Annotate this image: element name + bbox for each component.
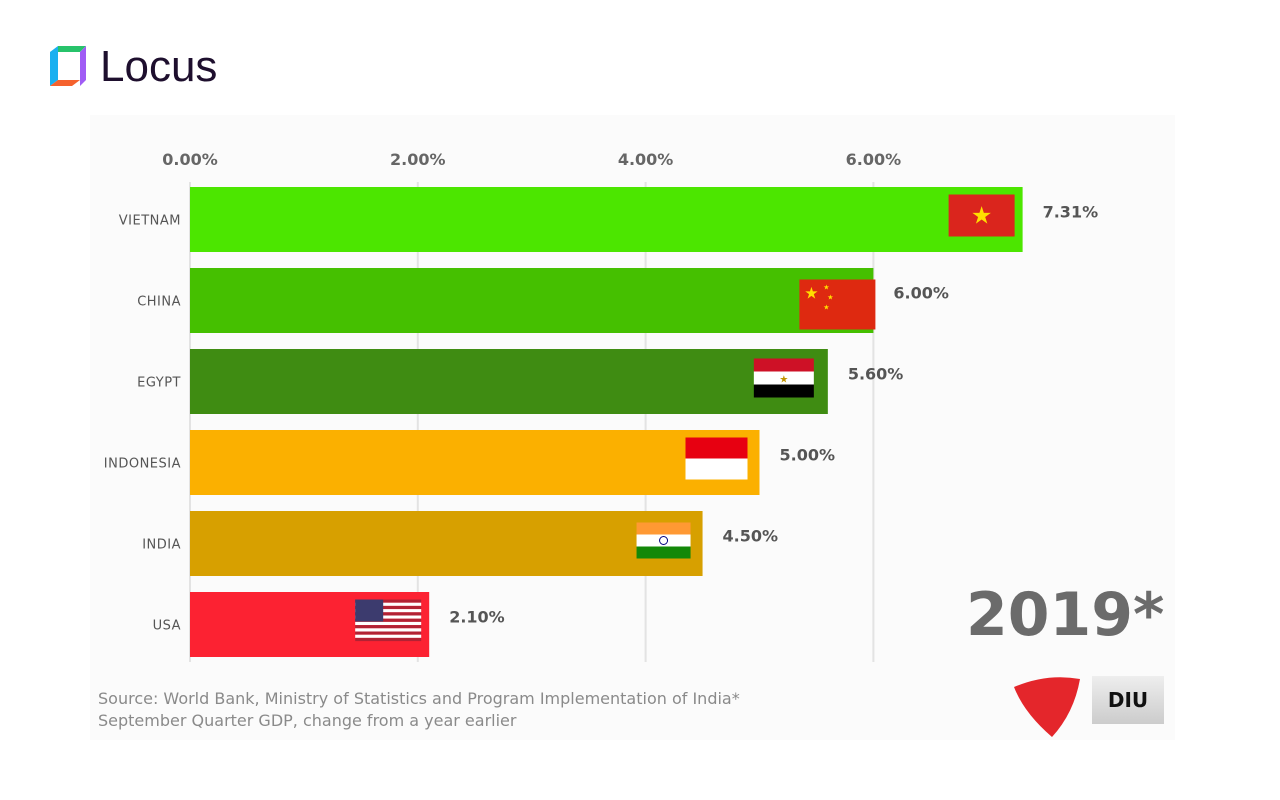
- vietnam-flag-icon: ★: [948, 194, 1015, 237]
- svg-text:★: ★: [971, 202, 993, 230]
- indonesia-flag-icon: [685, 437, 748, 480]
- svg-text:★: ★: [827, 294, 833, 302]
- bar-egypt: [190, 349, 828, 414]
- svg-text:★: ★: [779, 375, 788, 386]
- category-label: CHINA: [137, 295, 181, 310]
- bar-india: [190, 511, 703, 576]
- category-label: INDONESIA: [104, 457, 181, 472]
- locus-logo-icon: [50, 46, 86, 86]
- value-label: 4.50%: [723, 527, 779, 546]
- india-today-logo: [1014, 677, 1080, 737]
- value-label: 7.31%: [1043, 203, 1099, 222]
- x-tick-label: 0.00%: [162, 150, 218, 169]
- bar-china: [190, 268, 874, 333]
- x-tick-label: 2.00%: [390, 150, 446, 169]
- value-label: 6.00%: [893, 284, 949, 303]
- locus-logo: Locus: [46, 42, 217, 92]
- value-label: 5.60%: [848, 365, 904, 384]
- svg-text:★: ★: [804, 284, 818, 303]
- category-label: INDIA: [142, 538, 181, 553]
- value-label: 5.00%: [780, 446, 836, 465]
- india-flag-icon: [636, 522, 691, 559]
- usa-flag-icon: [355, 599, 422, 642]
- bar-vietnam: [190, 187, 1023, 252]
- brand-name: Locus: [100, 42, 218, 91]
- svg-text:★: ★: [823, 284, 829, 292]
- category-label: USA: [153, 619, 181, 634]
- year-annotation: 2019*: [966, 580, 1165, 650]
- x-tick-label: 4.00%: [618, 150, 674, 169]
- diu-logo-text: DIU: [1107, 688, 1149, 712]
- bar-indonesia: [190, 430, 760, 495]
- egypt-flag-icon: ★: [753, 358, 814, 398]
- category-label: EGYPT: [137, 376, 181, 391]
- category-label: VIETNAM: [119, 214, 181, 229]
- svg-text:★: ★: [823, 304, 829, 312]
- value-label: 2.10%: [449, 608, 505, 627]
- source-line-2: September Quarter GDP, change from a yea…: [98, 711, 517, 730]
- diu-logo: DIU: [1092, 676, 1164, 724]
- source-note: Source: World Bank, Ministry of Statisti…: [98, 688, 740, 732]
- china-flag-icon: ★ ★ ★ ★: [799, 279, 876, 330]
- x-tick-label: 6.00%: [846, 150, 902, 169]
- source-line-1: Source: World Bank, Ministry of Statisti…: [98, 689, 740, 708]
